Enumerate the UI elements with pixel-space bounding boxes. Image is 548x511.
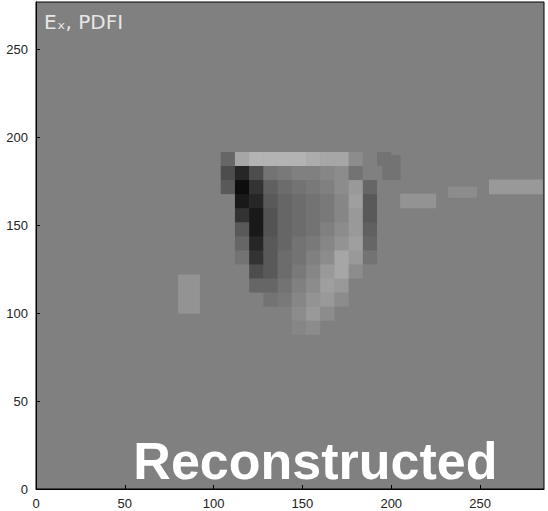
svg-text:100: 100 bbox=[6, 306, 28, 321]
svg-text:150: 150 bbox=[292, 496, 314, 511]
svg-text:0: 0 bbox=[32, 496, 39, 511]
svg-text:200: 200 bbox=[6, 130, 28, 145]
svg-text:0: 0 bbox=[21, 482, 28, 497]
svg-text:Eₓ, PDFI: Eₓ, PDFI bbox=[44, 10, 123, 34]
svg-text:250: 250 bbox=[6, 42, 28, 57]
svg-text:150: 150 bbox=[6, 218, 28, 233]
svg-text:50: 50 bbox=[14, 394, 28, 409]
svg-text:250: 250 bbox=[469, 496, 491, 511]
svg-text:50: 50 bbox=[118, 496, 132, 511]
svg-text:Reconstructed: Reconstructed bbox=[133, 432, 497, 490]
svg-text:200: 200 bbox=[380, 496, 402, 511]
svg-text:100: 100 bbox=[203, 496, 225, 511]
